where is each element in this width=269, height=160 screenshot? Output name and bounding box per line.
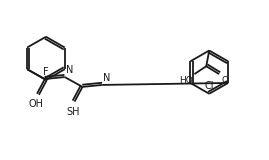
Text: SH: SH	[67, 107, 80, 116]
Text: N: N	[103, 73, 111, 83]
Text: Cl: Cl	[204, 81, 214, 91]
Text: F: F	[43, 67, 49, 77]
Text: OH: OH	[29, 99, 44, 109]
Text: N: N	[66, 65, 73, 75]
Text: O: O	[221, 76, 228, 85]
Text: HO: HO	[179, 76, 192, 85]
